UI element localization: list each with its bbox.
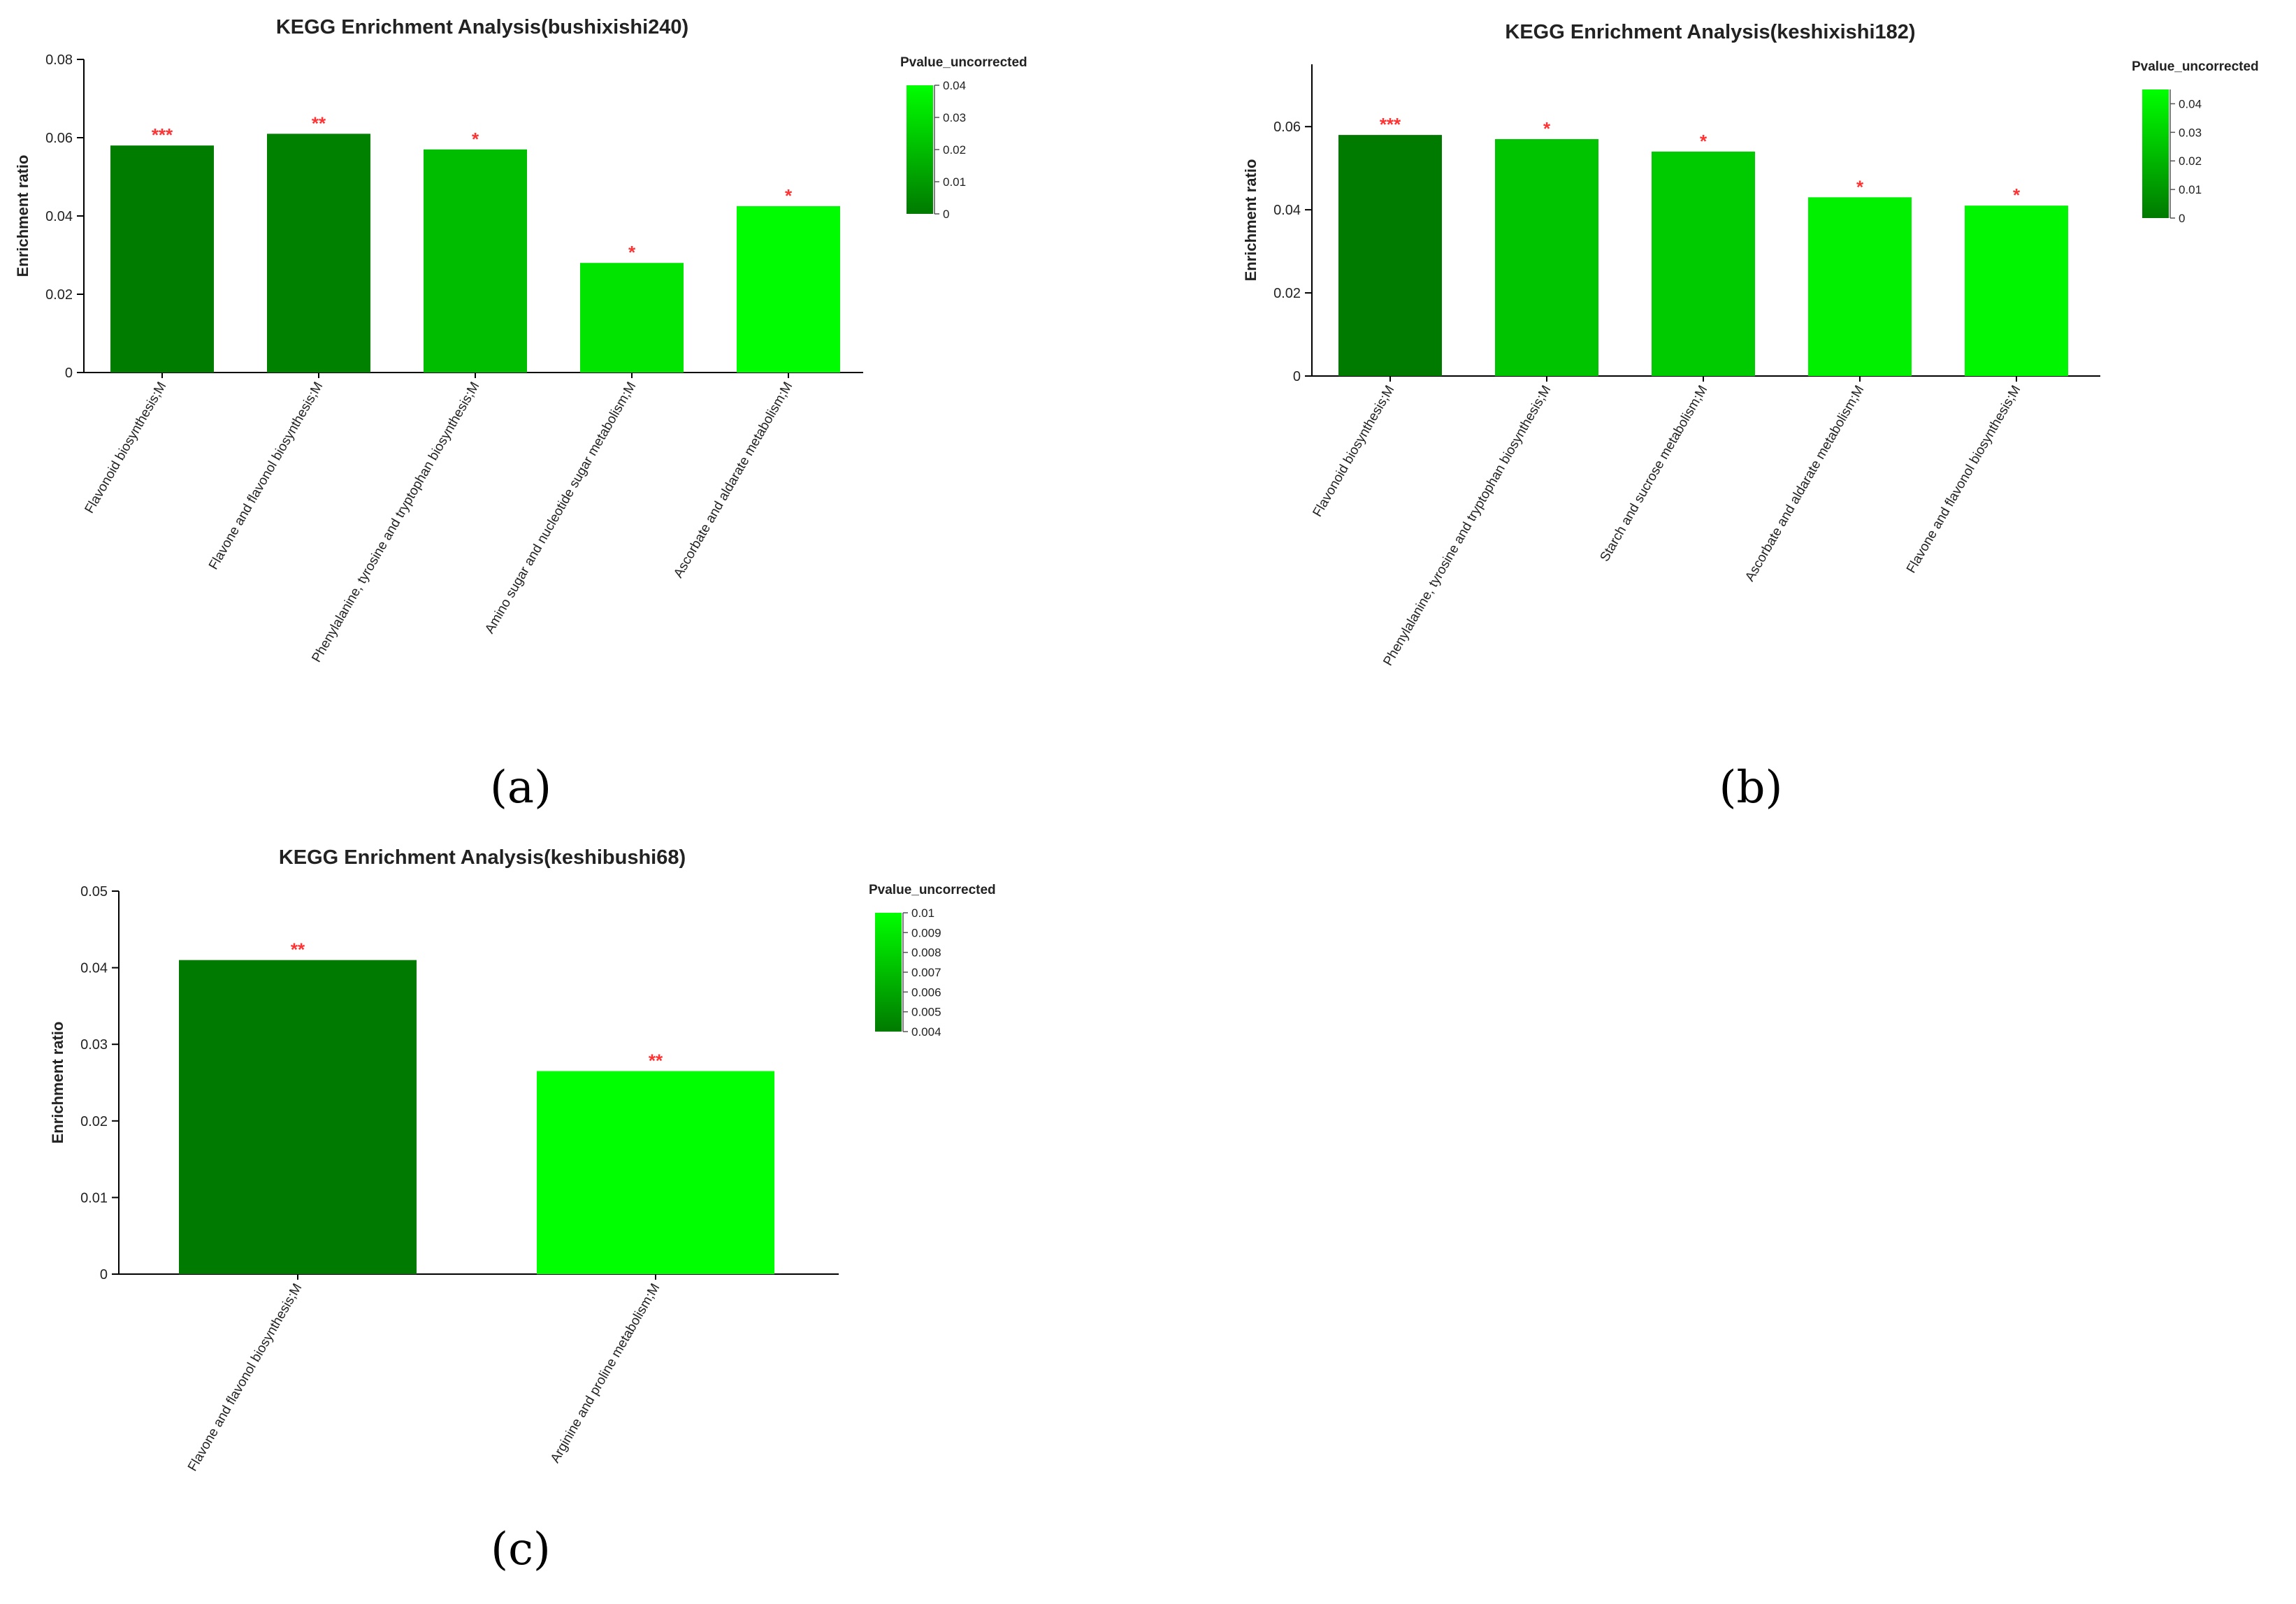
significance-label: **	[649, 1050, 663, 1071]
significance-label: *	[1543, 118, 1551, 139]
y-tick-label: 0.06	[45, 131, 73, 146]
legend-tick-label: 0.02	[2179, 154, 2202, 168]
y-tick-label: 0.01	[80, 1190, 108, 1206]
y-tick-label: 0.08	[45, 52, 73, 68]
significance-label: *	[785, 185, 793, 206]
chart-title: KEGG Enrichment Analysis(bushixishi240)	[276, 16, 688, 38]
bar	[1965, 205, 2068, 376]
x-tick-label: Flavone and flavonol biosynthesis;M	[206, 380, 326, 572]
y-axis-label: Enrichment ratio	[14, 155, 31, 277]
bar	[580, 263, 684, 373]
y-tick-label: 0.04	[1273, 203, 1301, 218]
bar	[179, 960, 417, 1274]
legend-tick-label: 0.006	[911, 985, 941, 999]
bar	[1808, 197, 1912, 376]
legend-colorbar	[907, 85, 933, 214]
y-tick-label: 0.04	[45, 209, 73, 224]
chart-panel-b: KEGG Enrichment Analysis(keshixishi182) 0…	[1242, 21, 2259, 668]
significance-label: ***	[1380, 114, 1401, 135]
x-tick-label: Flavonoid biosynthesis;M	[1310, 383, 1397, 519]
legend-colorbar	[2142, 89, 2169, 218]
legend-title: Pvalue_uncorrected	[869, 883, 996, 897]
y-tick-label: 0.06	[1273, 120, 1301, 135]
significance-label: *	[472, 129, 479, 150]
bar	[1652, 151, 1755, 376]
bar	[1495, 139, 1598, 377]
panel-caption-c: (c)	[491, 1524, 551, 1575]
significance-label: *	[628, 242, 636, 263]
bar	[537, 1071, 774, 1274]
significance-label: *	[1856, 176, 1864, 197]
bar	[424, 149, 527, 373]
x-tick-label: Starch and sucrose metabolism;M	[1598, 383, 1711, 564]
legend-tick-label: 0.009	[911, 926, 941, 939]
legend-tick-label: 0.01	[2179, 183, 2202, 196]
x-tick-label: Phenylalanine, tyrosine and tryptophan b…	[1380, 383, 1554, 668]
x-tick-label: Flavone and flavonol biosynthesis;M	[1904, 383, 2023, 576]
legend-tick-label: 0	[943, 208, 949, 221]
x-tick-label: Amino sugar and nucleotide sugar metabol…	[482, 380, 639, 636]
panel-caption-b: (b)	[1719, 762, 1783, 814]
y-tick-label: 0	[1293, 369, 1301, 384]
x-tick-label: Flavonoid biosynthesis;M	[82, 380, 169, 516]
x-tick-label: Ascorbate and aldarate metabolism;M	[1742, 383, 1867, 584]
legend-colorbar	[875, 913, 902, 1032]
legend-title: Pvalue_uncorrected	[900, 55, 1027, 70]
significance-label: **	[291, 939, 305, 960]
legend-tick-label: 0.04	[2179, 97, 2202, 110]
bar	[737, 206, 840, 373]
panel-caption-a: (a)	[489, 762, 552, 814]
legend-tick-label: 0.03	[943, 111, 966, 124]
y-tick-label: 0	[100, 1267, 108, 1283]
chart-panel-c: KEGG Enrichment Analysis(keshibushi68) 0 0…	[49, 846, 996, 1474]
legend-tick-label: 0.04	[943, 79, 966, 92]
y-tick-label: 0.04	[80, 961, 108, 976]
chart-panel-a: KEGG Enrichment Analysis(bushixishi240) 0…	[14, 16, 1027, 665]
legend-tick-label: 0.01	[911, 906, 934, 920]
legend-title: Pvalue_uncorrected	[2132, 59, 2259, 74]
x-tick-label: Arginine and proline metabolism;M	[548, 1281, 663, 1466]
significance-label: ***	[152, 124, 173, 145]
y-tick-label: 0.02	[1273, 286, 1301, 301]
legend-tick-label: 0.03	[2179, 126, 2202, 139]
y-axis-label: Enrichment ratio	[49, 1022, 66, 1144]
x-tick-label: Phenylalanine, tyrosine and tryptophan b…	[309, 380, 482, 665]
y-tick-label: 0.02	[45, 287, 73, 303]
bar	[110, 145, 214, 373]
legend-tick-label: 0.008	[911, 946, 941, 960]
legend-tick-label: 0	[2179, 212, 2185, 225]
bar	[1338, 135, 1442, 377]
legend-tick-label: 0.01	[943, 175, 966, 189]
significance-label: *	[2013, 185, 2021, 205]
chart-title: KEGG Enrichment Analysis(keshibushi68)	[279, 846, 686, 869]
y-axis-label: Enrichment ratio	[1242, 159, 1259, 282]
significance-label: *	[1700, 131, 1707, 152]
legend-tick-label: 0.004	[911, 1025, 941, 1039]
legend-tick-label: 0.005	[911, 1006, 941, 1019]
y-tick-label: 0.02	[80, 1114, 108, 1129]
significance-label: **	[312, 113, 326, 133]
x-tick-label: Ascorbate and aldarate metabolism;M	[671, 380, 795, 581]
bar	[267, 133, 370, 373]
legend-tick-label: 0.02	[943, 143, 966, 157]
y-tick-label: 0	[65, 366, 73, 381]
y-tick-label: 0.05	[80, 884, 108, 899]
x-tick-label: Flavone and flavonol biosynthesis;M	[185, 1281, 305, 1474]
legend-tick-label: 0.007	[911, 966, 941, 979]
y-tick-label: 0.03	[80, 1037, 108, 1053]
chart-title: KEGG Enrichment Analysis(keshixishi182)	[1505, 21, 1915, 43]
